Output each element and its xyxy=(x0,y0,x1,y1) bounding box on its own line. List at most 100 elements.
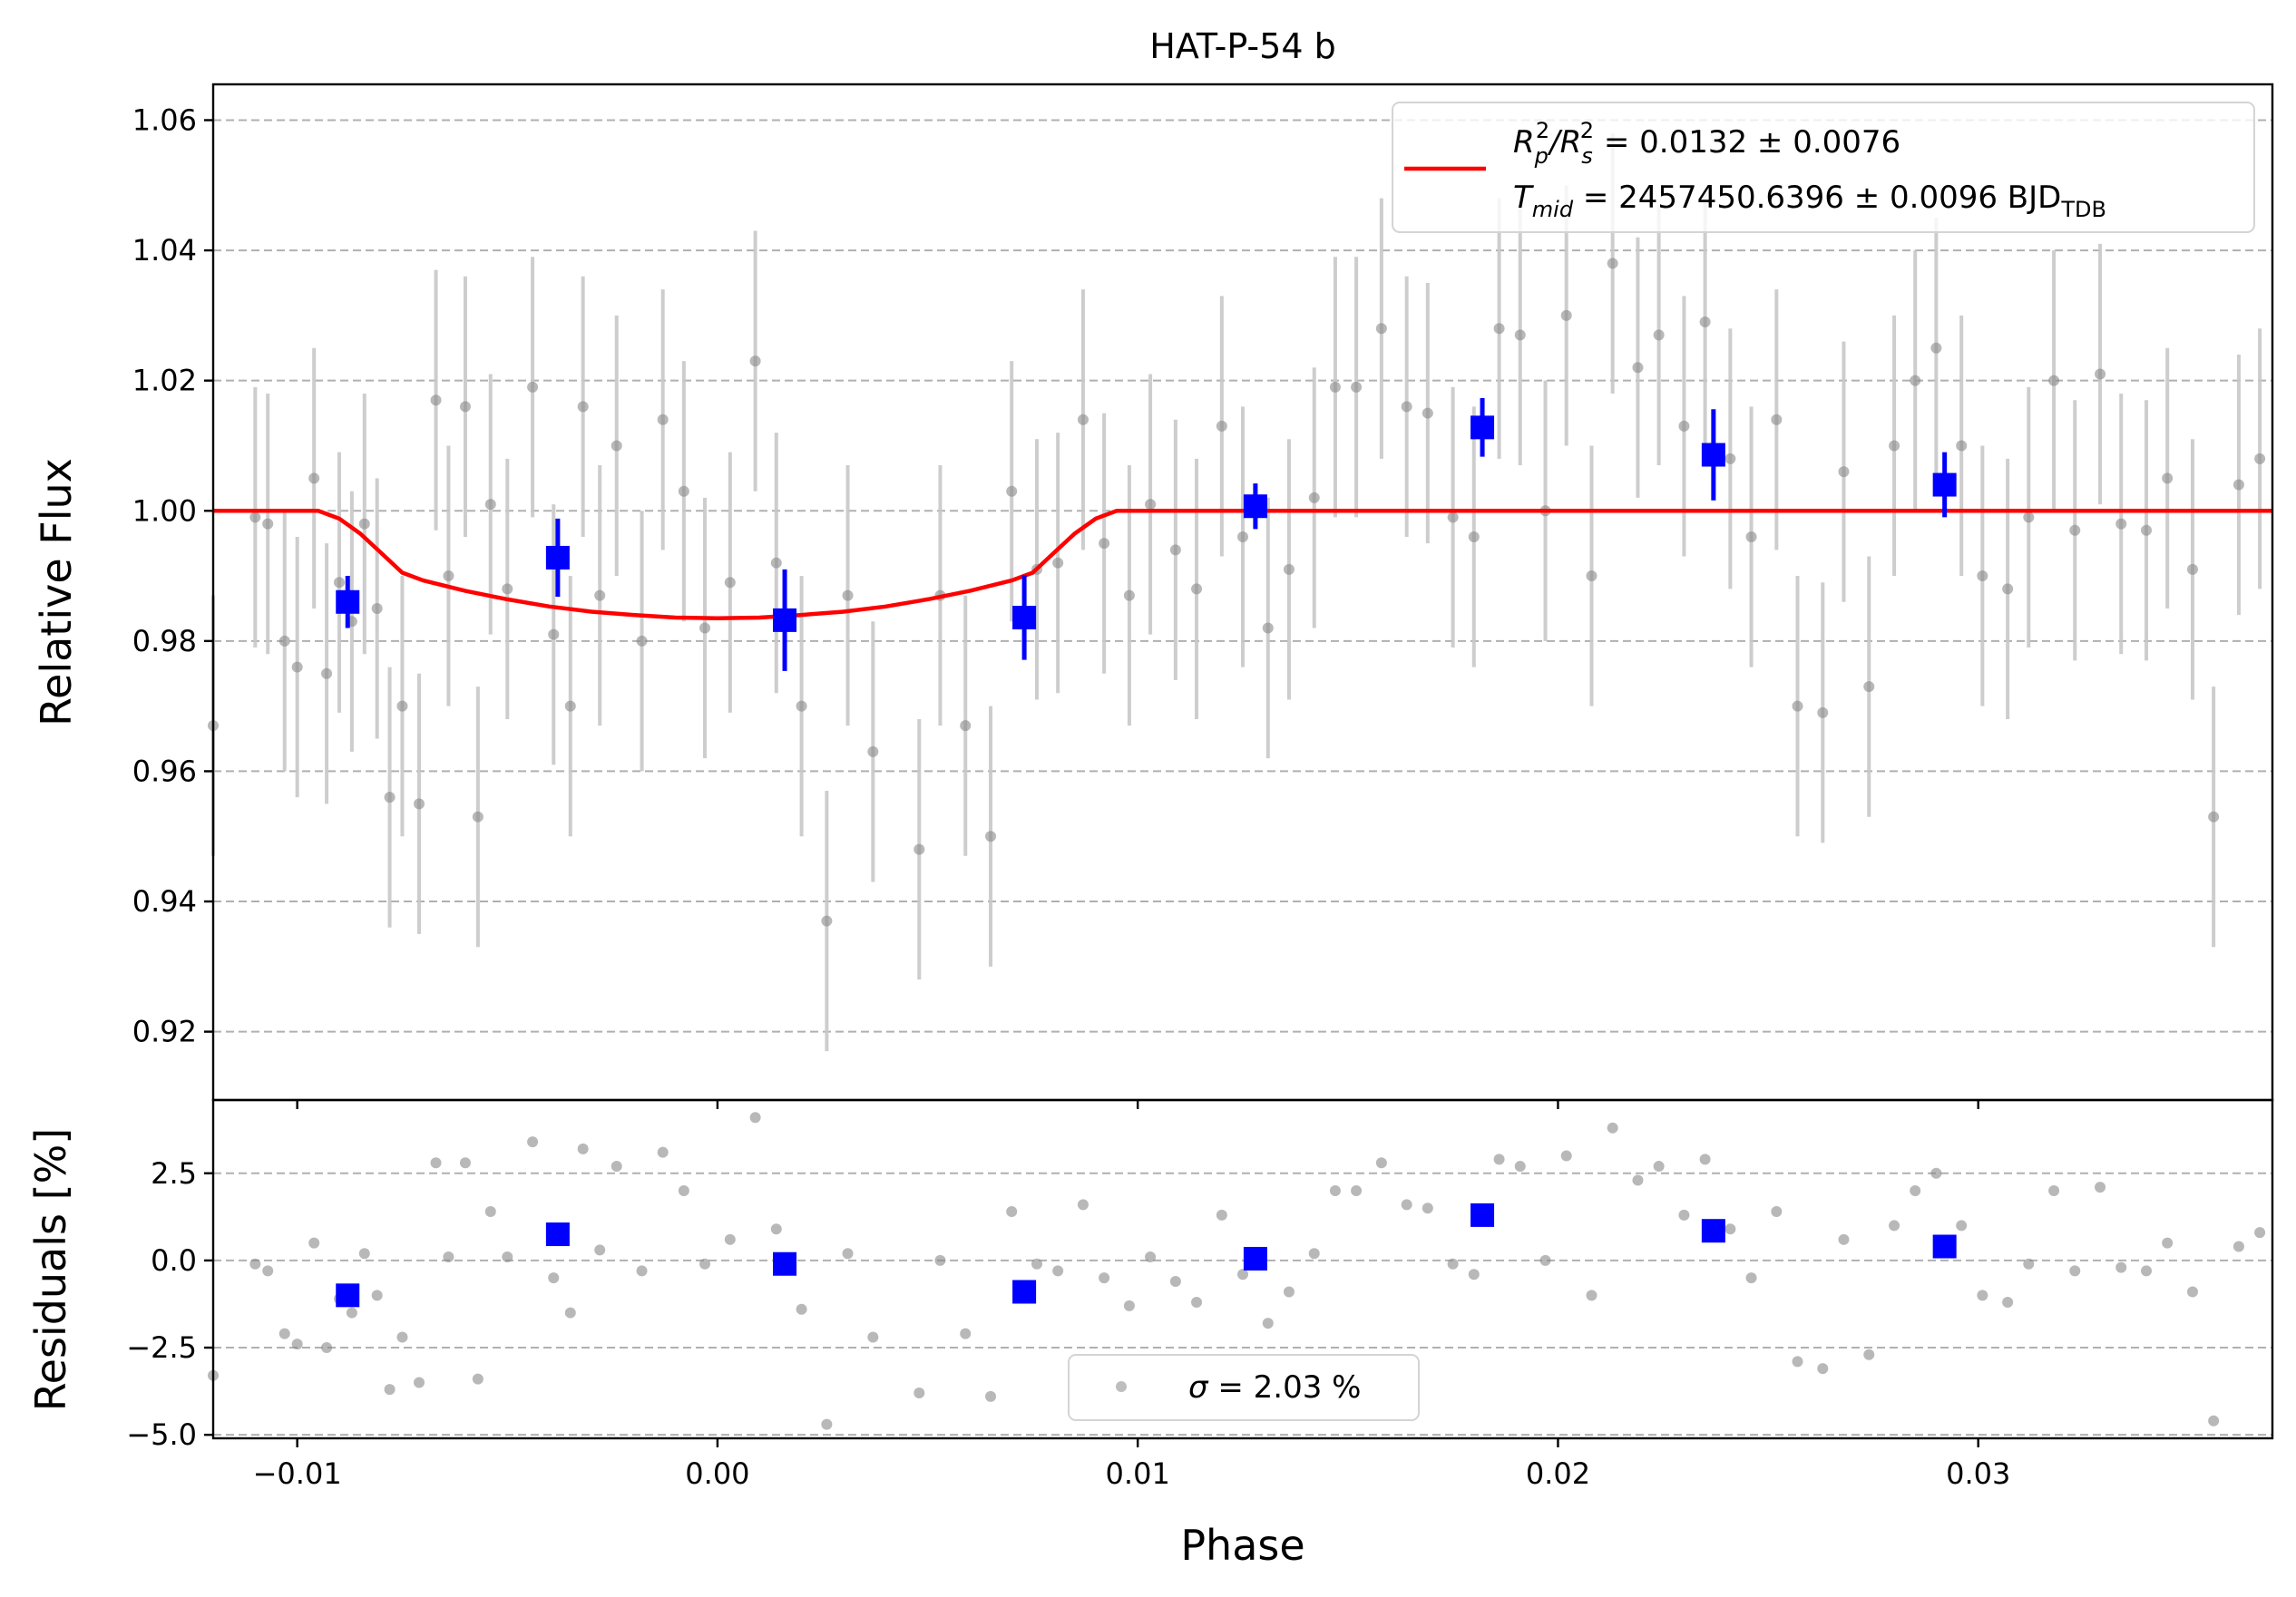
residual-data-point xyxy=(1078,1199,1089,1210)
residual-data-point xyxy=(1402,1199,1412,1210)
residual-data-point xyxy=(385,1384,396,1395)
flux-data-point xyxy=(2048,375,2059,386)
residual-data-point xyxy=(750,1112,761,1123)
flux-data-point xyxy=(750,355,761,366)
residual-data-point xyxy=(2254,1227,2265,1238)
flux-data-point xyxy=(2023,511,2034,522)
flux-data-point xyxy=(1838,466,1849,477)
legend-entry-tmid: Tmid = 2457450.6396 ± 0.0096 BJDTDB xyxy=(1513,180,2106,222)
flux-data-point xyxy=(2162,472,2173,483)
residual-data-point xyxy=(460,1157,471,1168)
flux-data-point xyxy=(279,636,290,647)
residual-data-point xyxy=(699,1259,710,1270)
flux-data-point xyxy=(1607,258,1618,268)
flux-data-point xyxy=(396,701,407,712)
residual-data-point xyxy=(1145,1251,1156,1262)
flux-data-point xyxy=(2002,583,2013,594)
residual-data-point xyxy=(548,1272,559,1283)
flux-data-point xyxy=(548,629,559,640)
residual-data-point xyxy=(262,1265,273,1276)
residual-data-point xyxy=(2208,1416,2219,1427)
residual-data-point xyxy=(347,1308,357,1319)
residual-data-point xyxy=(1448,1259,1459,1270)
x-tick-label: 0.02 xyxy=(1526,1456,1590,1491)
flux-data-point xyxy=(1977,570,1988,581)
main-y-tick-label: 1.02 xyxy=(132,364,197,398)
residual-data-point xyxy=(1930,1168,1941,1179)
main-panel-data xyxy=(208,133,2272,1051)
main-y-tick-label: 1.04 xyxy=(132,233,197,268)
residual-data-point xyxy=(985,1391,996,1402)
flux-data-point xyxy=(960,720,971,731)
binned-data-point xyxy=(336,590,359,614)
residual-data-point xyxy=(1793,1356,1803,1367)
flux-data-point xyxy=(867,746,878,757)
residual-data-point xyxy=(2141,1265,2152,1276)
flux-data-point xyxy=(1376,323,1387,334)
residual-data-point xyxy=(1771,1206,1782,1217)
chart-title: HAT-P-54 b xyxy=(1149,26,1335,66)
flux-data-point xyxy=(1930,343,1941,354)
residual-data-point xyxy=(914,1388,924,1398)
flux-data-point xyxy=(431,394,442,405)
flux-data-point xyxy=(2141,525,2152,536)
residual-data-point xyxy=(2048,1185,2059,1196)
flux-data-point xyxy=(565,701,576,712)
residual-data-point xyxy=(1494,1154,1505,1164)
flux-data-point xyxy=(1771,414,1782,425)
residuals-y-tick-label: −2.5 xyxy=(126,1330,197,1365)
legend-entry-sigma: σ = 2.03 % xyxy=(1188,1369,1361,1406)
residual-data-point xyxy=(1724,1223,1735,1234)
flux-data-point xyxy=(1724,453,1735,464)
residual-data-point xyxy=(1977,1290,1988,1300)
flux-data-point xyxy=(262,519,273,530)
residual-data-point xyxy=(359,1248,370,1259)
residual-data-point xyxy=(1376,1157,1387,1168)
residual-data-point xyxy=(867,1331,878,1342)
residual-data-point xyxy=(565,1308,576,1319)
flux-data-point xyxy=(473,812,484,823)
flux-data-point xyxy=(1889,440,1900,451)
residual-data-point xyxy=(1700,1154,1711,1164)
residuals-y-tick-label: 2.5 xyxy=(151,1156,197,1191)
flux-data-point xyxy=(460,401,471,412)
residual-data-point xyxy=(1006,1206,1017,1217)
main-panel-axes: 0.920.940.960.981.001.021.041.06 xyxy=(132,102,1978,1109)
main-y-tick-label: 1.00 xyxy=(132,493,197,528)
flux-data-point xyxy=(985,831,996,842)
residual-data-point xyxy=(637,1265,648,1276)
residual-data-point xyxy=(1351,1185,1362,1196)
binned-residual-point xyxy=(773,1252,796,1276)
flux-data-point xyxy=(2187,564,2198,575)
flux-data-point xyxy=(1124,590,1135,601)
flux-data-point xyxy=(2254,453,2265,464)
main-y-axis-label: Relative Flux xyxy=(32,458,81,726)
flux-data-point xyxy=(2208,812,2219,823)
flux-data-point xyxy=(1515,329,1526,340)
residual-data-point xyxy=(1099,1272,1109,1283)
residual-data-point xyxy=(249,1259,260,1270)
flux-data-point xyxy=(1632,362,1643,373)
flux-data-point xyxy=(771,558,782,569)
flux-data-point xyxy=(1006,486,1017,497)
residuals-legend: σ = 2.03 % xyxy=(1069,1355,1419,1420)
flux-data-point xyxy=(1351,382,1362,393)
residual-data-point xyxy=(1284,1286,1295,1297)
residual-data-point xyxy=(1263,1318,1274,1329)
residual-data-point xyxy=(2115,1262,2126,1273)
residual-data-point xyxy=(1216,1210,1227,1221)
residual-data-point xyxy=(725,1234,736,1245)
flux-data-point xyxy=(1700,316,1711,327)
residual-data-point xyxy=(1678,1210,1689,1221)
residual-data-point xyxy=(1330,1185,1341,1196)
flux-data-point xyxy=(1678,421,1689,432)
flux-data-point xyxy=(502,583,513,594)
flux-data-point xyxy=(658,414,669,425)
flux-data-point xyxy=(527,382,538,393)
binned-residual-point xyxy=(336,1283,359,1307)
x-tick-label: 0.00 xyxy=(685,1456,749,1491)
residual-data-point xyxy=(934,1255,945,1266)
x-axis-label: Phase xyxy=(1180,1521,1304,1570)
residual-data-point xyxy=(2162,1238,2173,1249)
flux-data-point xyxy=(1793,701,1803,712)
